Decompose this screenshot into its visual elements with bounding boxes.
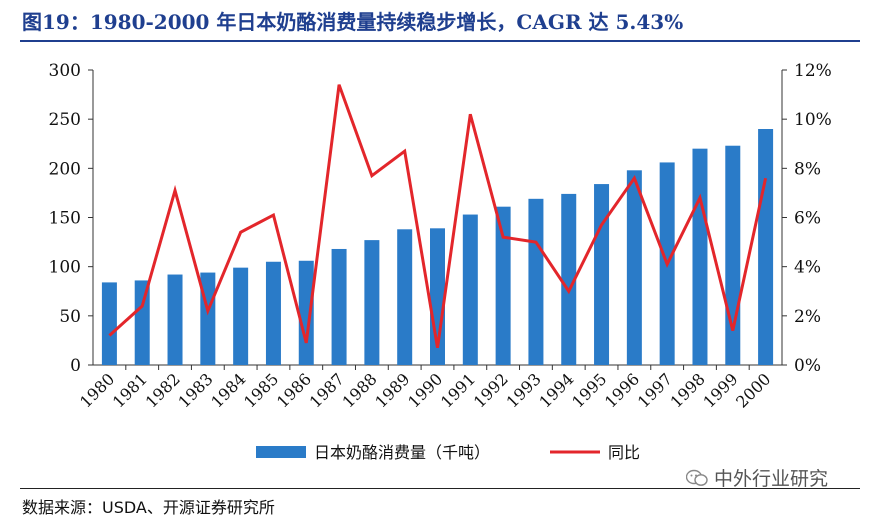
- bar: [594, 184, 610, 365]
- source-divider: [20, 488, 860, 489]
- bar: [364, 240, 380, 365]
- x-tick-label: 1984: [207, 369, 249, 411]
- x-tick-label: 1990: [404, 369, 446, 411]
- x-tick-label: 1981: [109, 369, 151, 411]
- x-tick-label: 1985: [240, 369, 282, 411]
- x-tick-label: 1991: [437, 369, 479, 411]
- bar: [758, 129, 774, 365]
- y-left-tick-label: 250: [49, 110, 81, 130]
- x-tick-label: 2000: [732, 369, 774, 411]
- source-note: 数据来源：USDA、开源证券研究所: [22, 498, 275, 517]
- legend-swatch-bars: [256, 446, 306, 458]
- y-left-tick-label: 100: [49, 258, 81, 278]
- bar: [397, 229, 413, 365]
- legend-label-line: 同比: [608, 443, 640, 462]
- x-tick-label: 1993: [503, 369, 545, 411]
- x-tick-label: 1986: [273, 369, 315, 411]
- watermark-text: 中外行业研究: [714, 468, 829, 490]
- bar: [528, 198, 544, 365]
- x-tick-label: 1999: [699, 369, 741, 411]
- x-tick-label: 1997: [634, 369, 676, 411]
- y-right-tick-label: 6%: [794, 209, 821, 229]
- y-left-tick-label: 150: [49, 209, 81, 229]
- x-tick-label: 1987: [306, 369, 348, 411]
- y-left-tick-label: 50: [59, 307, 81, 327]
- bar: [725, 145, 741, 365]
- y-right-tick-label: 8%: [794, 159, 821, 179]
- bar: [167, 274, 183, 365]
- y-right-tick-label: 2%: [794, 307, 821, 327]
- title-divider: [20, 40, 860, 42]
- x-tick-label: 1996: [601, 369, 643, 411]
- y-left-tick-label: 0: [70, 356, 81, 376]
- x-tick-label: 1992: [470, 369, 512, 411]
- y-right-tick-label: 0%: [794, 356, 821, 376]
- legend-label-bars: 日本奶酪消费量（千吨）: [314, 443, 490, 462]
- y-right-tick-label: 4%: [794, 258, 821, 278]
- x-tick-label: 1994: [535, 369, 577, 411]
- bar: [101, 282, 117, 365]
- bar: [233, 267, 249, 365]
- y-left-tick-label: 300: [49, 61, 81, 81]
- bar: [331, 248, 347, 365]
- y-right-tick-label: 12%: [794, 61, 832, 81]
- bar: [692, 148, 708, 365]
- bar: [265, 261, 281, 365]
- chart-title: 图19：1980-2000 年日本奶酪消费量持续稳步增长，CAGR 达 5.43…: [22, 10, 684, 34]
- bar: [626, 170, 642, 365]
- x-tick-label: 1983: [174, 369, 216, 411]
- x-tick-label: 1995: [568, 369, 610, 411]
- x-tick-label: 1989: [371, 369, 413, 411]
- x-tick-label: 1988: [338, 369, 380, 411]
- wechat-icon: [685, 469, 708, 487]
- bar: [134, 280, 150, 365]
- bar: [495, 206, 511, 365]
- x-tick-label: 1980: [76, 369, 118, 411]
- x-tick-label: 1982: [142, 369, 184, 411]
- yoy-line: [108, 84, 768, 349]
- bar: [561, 193, 577, 365]
- y-right-tick-label: 10%: [794, 110, 832, 130]
- bar: [462, 214, 478, 365]
- watermark: 中外行业研究: [685, 464, 829, 491]
- chart-area: 0501001502002503000%2%4%6%8%10%12%198019…: [49, 61, 832, 462]
- y-left-tick-label: 200: [49, 159, 81, 179]
- bar: [298, 260, 314, 365]
- x-tick-label: 1998: [667, 369, 709, 411]
